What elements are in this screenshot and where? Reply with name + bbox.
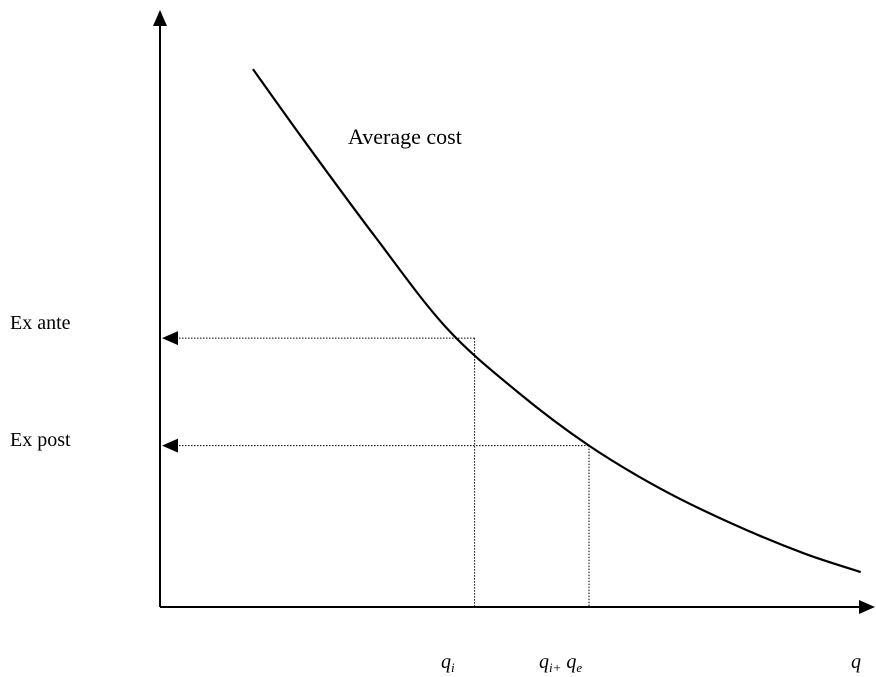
x-tick-label-qi: qi	[441, 651, 455, 675]
y-tick-label-ex-post: Ex post	[10, 429, 71, 451]
x-axis-label: q	[851, 651, 861, 673]
y-tick-label-ex-ante: Ex ante	[10, 312, 71, 334]
x-tick-label-qi-plus-qe: qi+ qe	[539, 651, 583, 675]
guide-arrow-1	[162, 331, 178, 346]
x-axis-arrow	[859, 600, 875, 614]
y-axis-arrow	[153, 10, 167, 26]
average-cost-curve	[252, 68, 862, 574]
guide-arrow-2	[162, 438, 178, 453]
series-label-average-cost: Average cost	[348, 124, 462, 149]
